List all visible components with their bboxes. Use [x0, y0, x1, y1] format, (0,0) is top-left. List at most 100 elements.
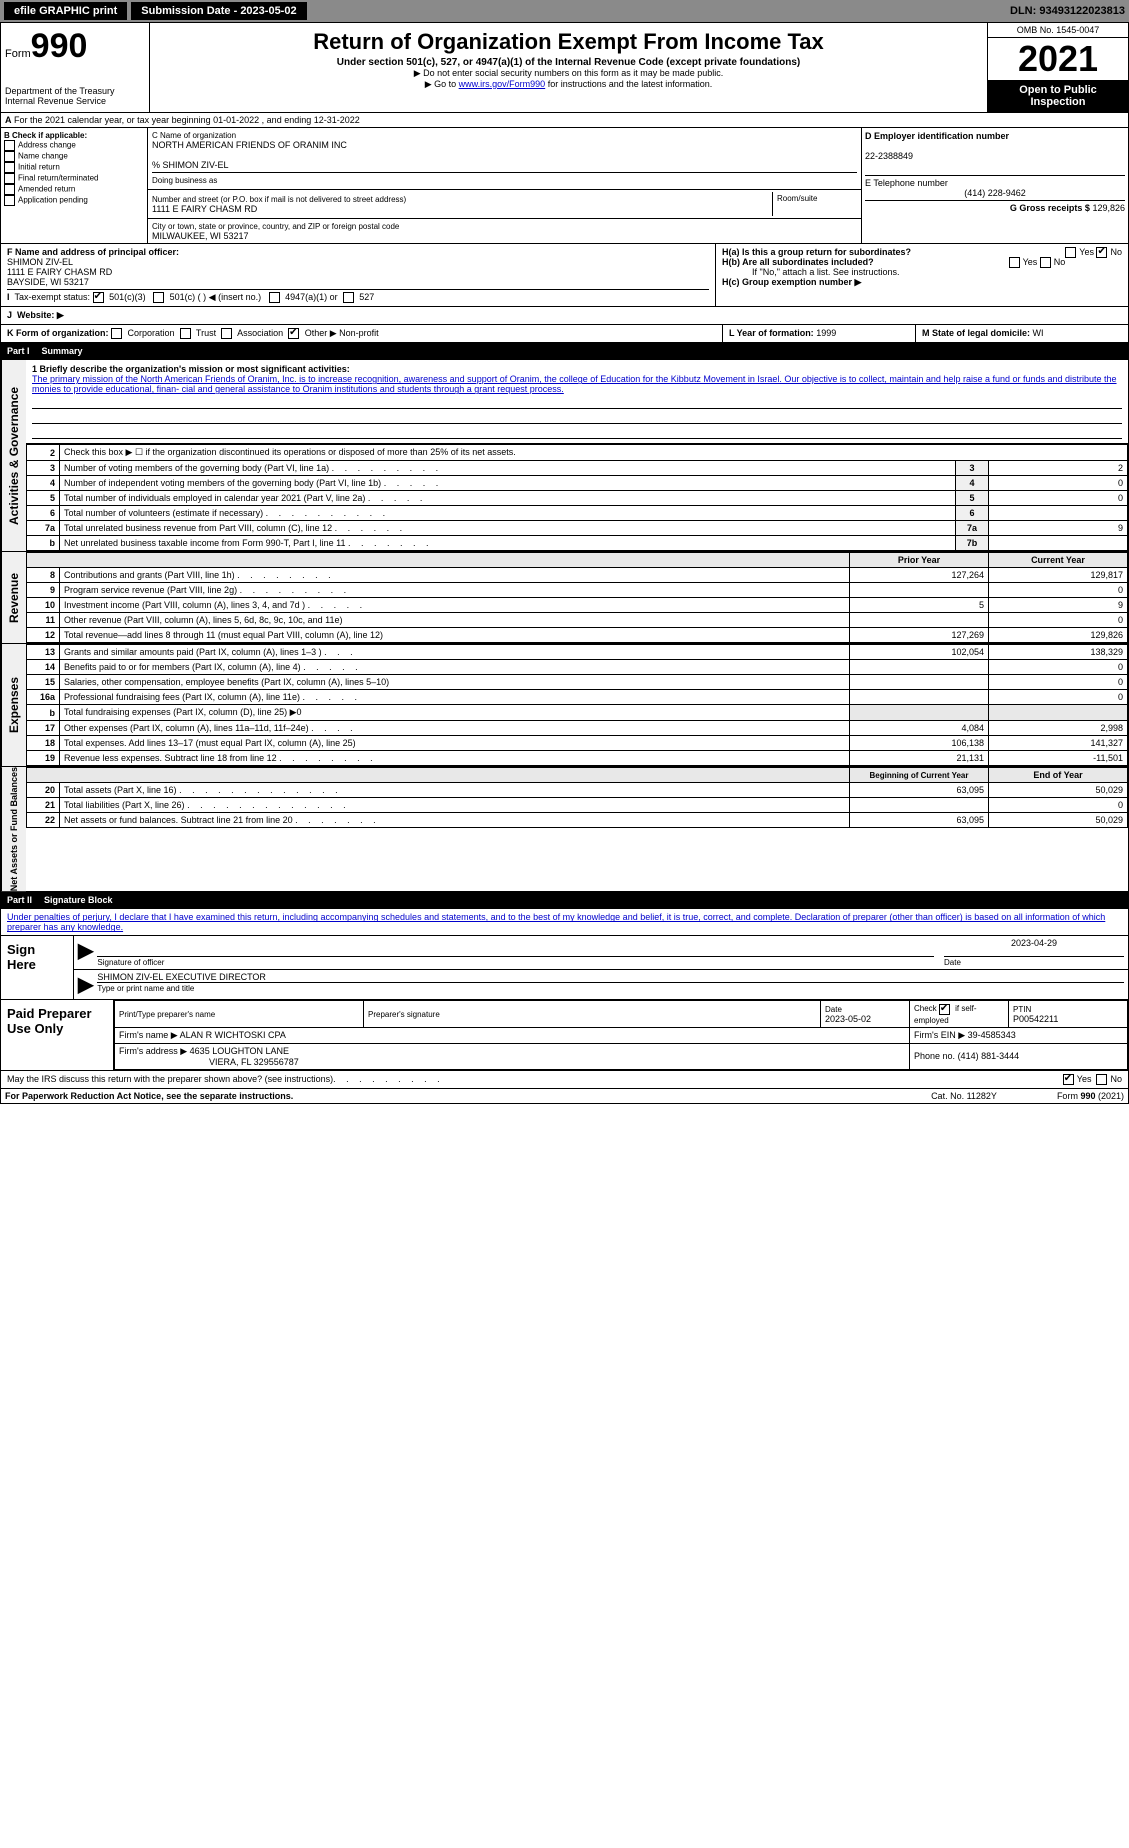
form-note1: ▶ Do not enter social security numbers o… — [160, 68, 977, 79]
l-label: L Year of formation: — [729, 328, 814, 338]
irs-label: Internal Revenue Service — [5, 96, 145, 106]
topbar: efile GRAPHIC print Submission Date - 20… — [0, 0, 1129, 22]
cb-pending[interactable] — [4, 195, 15, 206]
form-title: Return of Organization Exempt From Incom… — [160, 29, 977, 55]
begin-year-hdr: Beginning of Current Year — [850, 768, 989, 783]
firm-name: ALAN R WICHTOSKI CPA — [180, 1030, 286, 1040]
cb-address-change[interactable] — [4, 140, 15, 151]
cb-hb-no[interactable] — [1040, 257, 1051, 268]
e-label: E Telephone number — [865, 178, 948, 188]
officer-addr1: 1111 E FAIRY CHASM RD — [7, 267, 112, 277]
sign-here-label: Sign Here — [1, 936, 74, 999]
cb-501c[interactable] — [153, 292, 164, 303]
cb-4947[interactable] — [269, 292, 280, 303]
pra-notice: For Paperwork Reduction Act Notice, see … — [5, 1091, 293, 1101]
sig-of-label: Signature of officer — [97, 958, 164, 967]
cb-amended[interactable] — [4, 184, 15, 195]
dept-treasury: Department of the Treasury — [5, 86, 145, 96]
current-year-hdr: Current Year — [989, 553, 1128, 568]
form-prefix: Form — [5, 48, 31, 60]
form-footer: 990 — [1080, 1091, 1095, 1101]
section-b-label: B Check if applicable: — [4, 131, 87, 140]
room-label: Room/suite — [772, 192, 861, 216]
cb-trust[interactable] — [180, 328, 191, 339]
street-address: 1111 E FAIRY CHASM RD — [152, 204, 257, 214]
other-val: Non-profit — [339, 328, 379, 338]
cb-corp[interactable] — [111, 328, 122, 339]
arrow-icon: ▶ — [78, 938, 93, 967]
public-inspection: Open to Public Inspection — [988, 80, 1128, 112]
cb-ha-no[interactable] — [1096, 247, 1107, 258]
opt-initial: Initial return — [18, 163, 60, 172]
part1-title: Summary — [42, 346, 83, 356]
officer-name: SHIMON ZIV-EL — [7, 257, 73, 267]
k-label: K Form of organization: — [7, 328, 109, 338]
sig-date: 2023-04-29 — [944, 938, 1124, 957]
cb-initial[interactable] — [4, 162, 15, 173]
opt-527: 527 — [359, 292, 374, 302]
part2-title: Signature Block — [44, 895, 113, 905]
line3-val: 2 — [989, 461, 1128, 476]
goto-pre: ▶ Go to — [425, 79, 459, 89]
cb-self-employed[interactable] — [939, 1004, 950, 1015]
city-value: MILWAUKEE, WI 53217 — [152, 231, 249, 241]
vert-netassets: Net Assets or Fund Balances — [1, 767, 26, 891]
i-label: Tax-exempt status: — [15, 292, 91, 302]
tax-year: 2021 — [988, 38, 1128, 80]
discuss-q: May the IRS discuss this return with the… — [7, 1074, 333, 1085]
care-of: % SHIMON ZIV-EL — [152, 160, 229, 170]
cb-hb-yes[interactable] — [1009, 257, 1020, 268]
line-a: For the 2021 calendar year, or tax year … — [14, 115, 360, 125]
cb-final[interactable] — [4, 173, 15, 184]
cb-other[interactable] — [288, 328, 299, 339]
cb-501c3[interactable] — [93, 292, 104, 303]
omb-number: OMB No. 1545-0047 — [988, 23, 1128, 38]
g-label: G Gross receipts $ — [1010, 203, 1090, 213]
opt-address: Address change — [18, 141, 76, 150]
hb-label: H(b) Are all subordinates included? — [722, 257, 874, 267]
m-label: M State of legal domicile: — [922, 328, 1030, 338]
typed-label: Type or print name and title — [97, 984, 194, 993]
opt-final: Final return/terminated — [18, 174, 98, 183]
line5-val: 0 — [989, 491, 1128, 506]
vert-governance: Activities & Governance — [1, 360, 26, 551]
form-header: Form990 Department of the Treasury Inter… — [0, 22, 1129, 113]
typed-name: SHIMON ZIV-EL EXECUTIVE DIRECTOR — [97, 972, 1124, 983]
irs-link[interactable]: www.irs.gov/Form990 — [459, 79, 546, 89]
mission-label: 1 Briefly describe the organization's mi… — [32, 364, 350, 374]
street-label: Number and street (or P.O. box if mail i… — [152, 195, 406, 204]
ha-yes: Yes — [1079, 247, 1094, 257]
d-label: D Employer identification number — [865, 131, 1009, 141]
line7a-val: 9 — [989, 521, 1128, 536]
opt-4947: 4947(a)(1) or — [285, 292, 338, 302]
mission-text[interactable]: The primary mission of the North America… — [32, 374, 1117, 394]
cat-no: Cat. No. 11282Y — [931, 1091, 997, 1101]
form-subtitle: Under section 501(c), 527, or 4947(a)(1)… — [160, 57, 977, 68]
cb-name-change[interactable] — [4, 151, 15, 162]
ha-label: H(a) Is this a group return for subordin… — [722, 247, 911, 257]
arrow-icon: ▶ — [78, 972, 93, 997]
city-label: City or town, state or province, country… — [152, 222, 399, 231]
org-name: NORTH AMERICAN FRIENDS OF ORANIM INC — [152, 140, 347, 150]
line2: Check this box ▶ ☐ if the organization d… — [60, 445, 1128, 461]
opt-name: Name change — [18, 152, 68, 161]
end-year-hdr: End of Year — [989, 768, 1128, 783]
declaration[interactable]: Under penalties of perjury, I declare th… — [7, 912, 1105, 932]
cb-assoc[interactable] — [221, 328, 232, 339]
cb-discuss-yes[interactable] — [1063, 1074, 1074, 1085]
cb-discuss-no[interactable] — [1096, 1074, 1107, 1085]
opt-amended: Amended return — [18, 185, 75, 194]
officer-addr2: BAYSIDE, WI 53217 — [7, 277, 89, 287]
j-label: Website: ▶ — [17, 310, 64, 320]
submission-date: Submission Date - 2023-05-02 — [131, 2, 306, 20]
part2-label: Part II — [7, 895, 32, 905]
opt-501c: 501(c) ( ) ◀ (insert no.) — [170, 292, 261, 302]
opt-pending: Application pending — [18, 196, 88, 205]
dln: DLN: 93493122023813 — [1010, 5, 1125, 17]
line4-val: 0 — [989, 476, 1128, 491]
goto-post: for instructions and the latest informat… — [545, 79, 712, 89]
cb-527[interactable] — [343, 292, 354, 303]
m-value: WI — [1033, 328, 1044, 338]
cb-ha-yes[interactable] — [1065, 247, 1076, 258]
hb-note: If "No," attach a list. See instructions… — [722, 267, 1122, 277]
